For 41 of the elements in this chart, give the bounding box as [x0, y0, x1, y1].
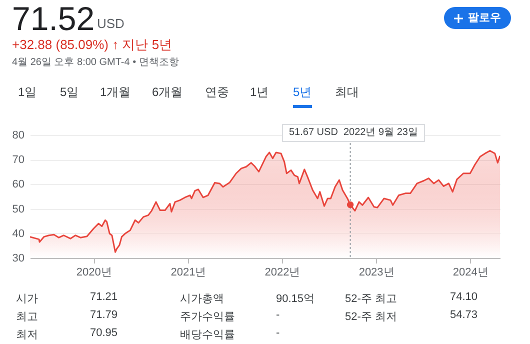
text: 배당수익률: [180, 328, 235, 342]
y-tick-label: 60: [12, 178, 24, 191]
text: 주가수익률: [180, 310, 235, 324]
text: 연중: [205, 84, 229, 101]
x-tick-label: 2020년: [76, 266, 112, 278]
text: 71.79: [90, 309, 118, 321]
text: 6개월: [152, 84, 183, 101]
text: 팔로우: [444, 7, 511, 29]
y-tick-label: 50: [12, 203, 24, 216]
text: 최대: [335, 84, 359, 101]
text: 54.73: [450, 309, 478, 321]
text: 52-주 최고: [345, 292, 397, 306]
text: 70.95: [90, 327, 118, 339]
chart-subtitle: +32.88 (85.09%) ↑ 지난 5년: [12, 36, 172, 54]
text: -: [276, 327, 280, 339]
text: 1년: [250, 84, 269, 101]
annotation: 51.67 USD 2022년 9월 23일: [282, 124, 425, 142]
text: 74.10: [450, 291, 478, 303]
text: 90.15억: [276, 292, 315, 306]
text: 5일: [60, 84, 79, 101]
text: 최고: [16, 310, 38, 324]
text: 시가: [16, 292, 38, 306]
text: 4월 26일 오후 8:00 GMT-4 • 면책조항: [12, 56, 179, 69]
text: 최저: [16, 328, 38, 342]
text: 52-주 최저: [345, 310, 397, 324]
x-tick-label: 2021년: [170, 266, 206, 278]
text: 시가총액: [180, 292, 224, 306]
x-tick-label: 2022년: [264, 266, 300, 278]
chart-title: 71.52: [12, 0, 95, 37]
text: USD: [97, 16, 124, 32]
y-tick-label: 30: [12, 252, 24, 264]
text: 5년: [293, 84, 312, 108]
x-tick-label: 2023년: [358, 266, 394, 278]
y-tick-label: 40: [12, 228, 24, 240]
x-tick-label: 2024년: [452, 266, 488, 278]
y-tick-label: 70: [12, 154, 24, 166]
text: 71.21: [90, 291, 118, 303]
text: -: [276, 309, 280, 321]
y-tick-label: 80: [12, 130, 24, 142]
text: 1개월: [100, 84, 131, 101]
text: 1일: [18, 84, 37, 101]
